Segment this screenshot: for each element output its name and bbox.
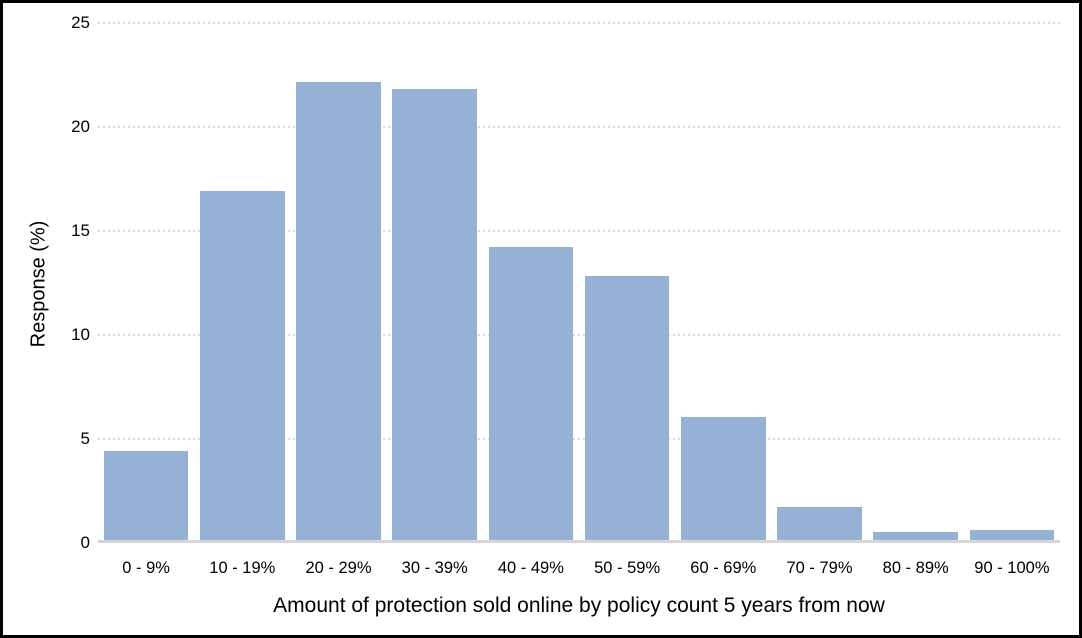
y-tick-label-25: 25 [71,13,90,32]
x-tick-label-40-49%: 40 - 49% [497,559,564,577]
gridline-25 [98,22,1060,24]
bar-90-100% [969,529,1055,540]
gridline-10 [98,334,1060,336]
x-tick-label-50-59%: 50 - 59% [594,559,661,577]
x-tick-label-90-100%: 90 - 100% [974,559,1050,577]
y-tick-label-15: 15 [71,221,90,240]
x-tick-label-60-69%: 60 - 69% [690,559,757,577]
y-tick-label-10: 10 [71,325,90,344]
gridline-5 [98,438,1060,440]
x-tick-label-20-29%: 20 - 29% [305,559,372,577]
bar-20-29% [296,82,381,540]
bar-80-89% [873,531,958,540]
x-tick-label-80-89%: 80 - 89% [882,559,949,577]
bar-10-19% [199,190,285,540]
gridline-15 [98,230,1060,232]
x-tick-label-10-19%: 10 - 19% [209,559,276,577]
bar-40-49% [488,246,574,540]
x-axis-title: Amount of protection sold online by poli… [273,594,885,617]
bar-30-39% [392,88,477,540]
y-tick-label-5: 5 [80,429,90,448]
bar-70-79% [777,506,862,540]
y-tick-label-20: 20 [71,117,90,136]
bar-0-9% [103,450,189,540]
x-tick-label-70-79%: 70 - 79% [786,559,853,577]
bar-60-69% [680,417,766,540]
gridline-20 [98,126,1060,128]
x-tick-label-30-39%: 30 - 39% [401,559,468,577]
bar-50-59% [584,275,670,540]
y-tick-label-0: 0 [80,533,90,552]
x-tick-label-0-9%: 0 - 9% [122,559,170,577]
plot-area [98,22,1060,543]
